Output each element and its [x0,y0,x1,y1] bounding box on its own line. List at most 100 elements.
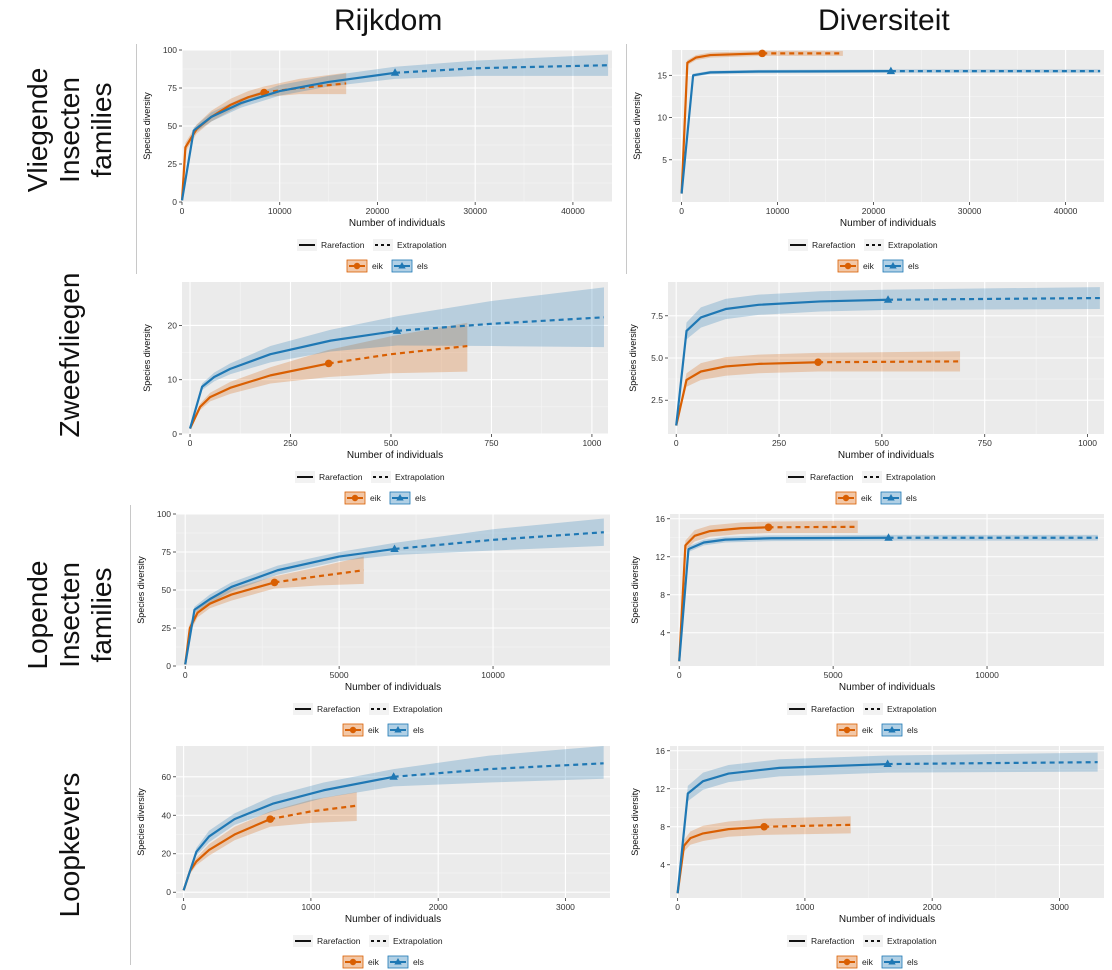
legend-rarefaction-label: Rarefaction [319,472,363,482]
chart-panel: 0 250 500 750 1000 2.5 5.0 7.5 Number of individ… [624,276,1110,506]
y-axis-label: Species diversity [628,324,638,392]
reference-point-eik [814,358,822,366]
reference-point-eik [271,579,279,587]
legend-els-label: els [906,493,917,503]
x-tick-label: 500 [384,438,398,448]
y-tick-label: 4 [660,860,665,870]
x-tick-label: 750 [484,438,498,448]
reference-point-eik [760,823,768,831]
y-axis-label: Species diversity [136,556,146,624]
x-tick-label: 3000 [1050,902,1069,912]
x-tick-label: 10000 [481,670,505,680]
y-tick-label: 15 [658,70,668,80]
legend-eik-label: eik [861,493,873,503]
y-tick-label: 100 [163,45,177,55]
chart-svg-r1c2: 0 10000 20000 30000 40000 5 10 15 Number of indi… [628,44,1110,274]
y-tick-label: 2.5 [651,395,663,405]
y-tick-label: 75 [168,83,178,93]
legend-eik-key-marker [843,495,849,501]
x-tick-label: 0 [188,438,193,448]
panel-separator [626,44,627,274]
x-axis-label: Number of individuals [838,450,934,461]
x-tick-label: 2000 [429,902,448,912]
y-tick-label: 10 [168,375,178,385]
legend-extrapolation-label: Extrapolation [888,240,938,250]
legend-eik-label: eik [368,957,380,967]
chart-svg-r4c1: 0 1000 2000 30000204060Number of individual… [132,740,616,970]
x-tick-label: 250 [772,438,786,448]
chart-panel: 0 5000 10000 0 25 50 75 100 Number of individual… [132,508,616,738]
x-tick-label: 10000 [268,206,292,216]
y-axis-label: Species diversity [142,92,152,160]
legend-eik-key-marker [844,727,850,733]
row-label-vliegende-insecten-families: Vliegende Insecten families [22,68,118,193]
reference-point-eik [765,524,773,532]
y-axis-label: Species diversity [136,788,146,856]
y-tick-label: 25 [162,623,172,633]
row-label-zweefvliegen: Zweefvliegen [54,273,86,438]
row-label-line: families [86,560,118,669]
x-tick-label: 0 [674,438,679,448]
y-tick-label: 16 [656,514,666,524]
x-axis-label: Number of individuals [839,682,935,693]
x-tick-label: 1000 [1078,438,1097,448]
legend-els-label: els [907,725,918,735]
reference-point-eik [266,815,274,823]
y-tick-label: 60 [162,772,172,782]
y-axis-label: Species diversity [142,324,152,392]
x-tick-label: 10000 [975,670,999,680]
reference-point-eik [325,360,333,368]
legend-eik-key-marker [844,959,850,965]
x-tick-label: 30000 [958,206,982,216]
legend-rarefaction-label: Rarefaction [811,704,855,714]
legend-els-label: els [413,725,424,735]
legend-eik-key-marker [350,727,356,733]
row-label-line: Zweefvliegen [54,273,86,438]
chart-svg-r2c1: 0 250 500 750 100001020Number of individuals… [138,276,614,506]
x-tick-label: 0 [183,670,188,680]
x-tick-label: 1000 [582,438,601,448]
x-axis-label: Number of individuals [840,218,936,229]
x-tick-label: 1000 [301,902,320,912]
x-tick-label: 5000 [824,670,843,680]
y-tick-label: 8 [660,590,665,600]
panel-separator [130,505,131,965]
x-tick-label: 0 [181,902,186,912]
reference-point-eik [758,50,766,58]
chart-svg-r1c1: 0 10000 20000 30000 400000255075100Number of… [138,44,618,274]
y-tick-label: 12 [656,784,666,794]
y-tick-label: 5.0 [651,353,663,363]
y-tick-label: 0 [172,197,177,207]
x-tick-label: 2000 [923,902,942,912]
legend-extrapolation-label: Extrapolation [887,704,937,714]
legend-eik-key-marker [354,263,360,269]
legend-eik-label: eik [372,261,384,271]
x-tick-label: 250 [283,438,297,448]
legend-rarefaction-label: Rarefaction [321,240,365,250]
y-tick-label: 12 [656,552,666,562]
y-axis-label: Species diversity [630,788,640,856]
legend-extrapolation-label: Extrapolation [397,240,447,250]
legend-els-label: els [415,493,426,503]
chart-panel: 0 10000 20000 30000 40000 0 25 50 75 100 Number of… [138,44,618,274]
y-axis-label: Species diversity [632,92,642,160]
x-tick-label: 20000 [366,206,390,216]
row-label-line: Insecten [54,560,86,669]
y-tick-label: 50 [162,585,172,595]
legend-eik-key-marker [350,959,356,965]
y-tick-label: 8 [660,822,665,832]
y-tick-label: 7.5 [651,311,663,321]
x-tick-label: 40000 [561,206,585,216]
x-tick-label: 20000 [862,206,886,216]
x-tick-label: 40000 [1054,206,1078,216]
x-tick-label: 0 [677,670,682,680]
x-axis-label: Number of individuals [345,914,441,925]
x-tick-label: 750 [978,438,992,448]
x-axis-label: Number of individuals [345,682,441,693]
x-tick-label: 30000 [463,206,487,216]
row-label-line: families [86,68,118,193]
y-tick-label: 0 [172,429,177,439]
x-tick-label: 3000 [556,902,575,912]
legend-extrapolation-label: Extrapolation [395,472,445,482]
x-tick-label: 500 [875,438,889,448]
